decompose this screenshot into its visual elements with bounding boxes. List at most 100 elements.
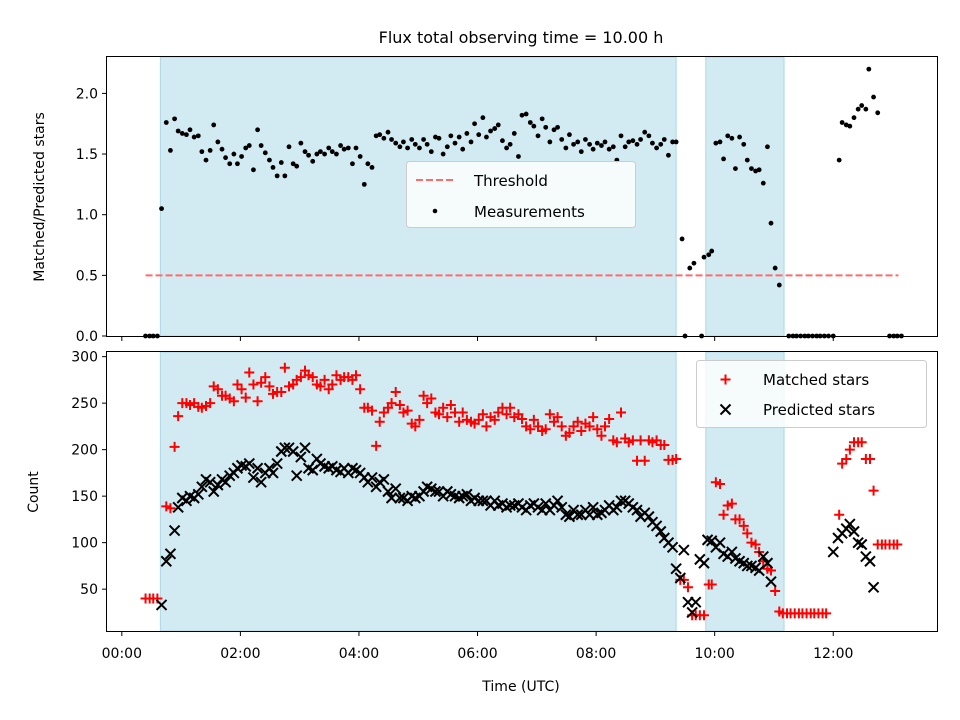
measurement-point xyxy=(673,139,679,145)
matched-star-point xyxy=(351,370,361,381)
matched-star-point xyxy=(517,413,527,424)
measurement-point xyxy=(551,127,557,133)
legend-predicted-swatch xyxy=(719,403,732,416)
measurement-point xyxy=(866,66,872,72)
measurement-point xyxy=(733,166,738,172)
measurement-point xyxy=(654,145,659,151)
measurement-point xyxy=(231,151,237,157)
matched-star-point xyxy=(501,409,512,420)
measurement-point xyxy=(385,129,391,135)
measurement-point xyxy=(488,128,493,134)
matched-star-point xyxy=(442,412,453,423)
measurement-point xyxy=(602,139,608,145)
predicted-star-point xyxy=(271,457,283,470)
measurement-point xyxy=(650,140,655,146)
measurement-point xyxy=(195,133,201,139)
measurement-point xyxy=(760,180,766,186)
top-x-ticks xyxy=(121,336,834,341)
x-tick-label: 00:00 xyxy=(102,646,142,662)
measurement-point xyxy=(444,144,450,150)
measurement-point xyxy=(440,151,446,157)
measurement-point xyxy=(725,133,731,139)
matched-star-point xyxy=(426,393,437,404)
measurement-point xyxy=(476,132,482,138)
predicted-star-point xyxy=(674,572,687,584)
measurement-point xyxy=(468,139,474,145)
measurement-point xyxy=(768,220,774,226)
predicted-star-point xyxy=(761,557,774,569)
measurement-point xyxy=(227,161,233,167)
top-axes-frame xyxy=(106,56,938,337)
measurement-point xyxy=(480,115,486,121)
bottom-legend: Matched stars Predicted stars xyxy=(696,360,927,428)
matched-star-point xyxy=(394,400,405,411)
measurement-point xyxy=(661,137,667,142)
matched-star-point xyxy=(592,424,603,435)
top-panel: 0.00.51.01.52.0 Matched/Predicted stars … xyxy=(32,56,938,345)
measurement-point xyxy=(606,146,612,152)
matched-star-point xyxy=(295,372,306,383)
legend-threshold-label: Threshold xyxy=(473,172,548,190)
measurement-point xyxy=(282,173,288,179)
x-tick-label: 06:00 xyxy=(457,646,497,662)
legend-measurements-swatch xyxy=(432,208,438,214)
count-points xyxy=(140,362,903,621)
matched-star-point xyxy=(244,367,255,378)
measurement-point xyxy=(519,112,525,118)
measurement-point xyxy=(365,161,371,167)
matched-star-point xyxy=(706,579,717,590)
predicted-star-point xyxy=(291,469,303,482)
measurement-point xyxy=(535,133,541,139)
measurement-point xyxy=(737,134,742,140)
shaded-interval xyxy=(705,56,785,337)
predicted-star-point xyxy=(726,546,738,558)
predicted-star-point xyxy=(643,510,655,523)
matched-star-point xyxy=(600,421,610,432)
measurement-point xyxy=(460,146,466,152)
measurement-point xyxy=(381,135,387,141)
predicted-star-point xyxy=(686,606,698,619)
matched-star-point xyxy=(489,414,500,425)
measurement-point xyxy=(516,154,521,159)
measurement-point xyxy=(163,120,169,125)
bottom-legend-box xyxy=(696,360,927,428)
matched-star-point xyxy=(457,407,468,418)
matched-star-point xyxy=(307,372,318,383)
measurement-point xyxy=(168,148,173,153)
predicted-star-point xyxy=(757,550,770,563)
predicted-star-point xyxy=(164,548,177,560)
predicted-star-point xyxy=(827,546,839,558)
matched-star-point xyxy=(699,610,710,621)
matched-star-point xyxy=(355,384,366,395)
matched-star-point xyxy=(402,405,413,416)
matched-star-point xyxy=(505,402,516,413)
bottom-panel: 50 100 150 200 250 300 00:00 02:00 04:00 06:00 08… xyxy=(26,350,938,695)
measurement-point xyxy=(871,94,876,100)
measurement-point xyxy=(436,135,442,141)
predicted-star-point xyxy=(155,599,168,611)
top-y-axis-label: Matched/Predicted stars xyxy=(32,112,48,282)
measurement-point xyxy=(306,152,311,158)
measurement-point xyxy=(559,137,565,142)
measurement-point xyxy=(428,149,434,155)
predicted-star-point xyxy=(267,467,279,479)
matched-star-point xyxy=(240,392,251,403)
matched-star-point xyxy=(525,424,536,435)
predicted-star-point xyxy=(655,525,667,538)
measurement-point xyxy=(567,132,572,138)
predicted-star-point xyxy=(390,483,402,495)
measurement-point xyxy=(847,123,853,129)
measurement-point xyxy=(756,167,762,173)
measurement-point xyxy=(500,138,505,144)
y-tick-label: 300 xyxy=(71,350,98,366)
measurement-point xyxy=(235,161,240,167)
matched-star-point xyxy=(738,520,749,531)
predicted-star-point xyxy=(255,476,267,488)
measurement-point xyxy=(187,127,193,133)
measurement-point xyxy=(721,156,726,162)
predicted-star-point xyxy=(172,501,184,514)
bottom-y-axis-label: Count xyxy=(26,471,42,513)
x-tick-label: 04:00 xyxy=(339,646,379,662)
measurement-point xyxy=(706,252,712,258)
measurement-point xyxy=(401,139,406,145)
